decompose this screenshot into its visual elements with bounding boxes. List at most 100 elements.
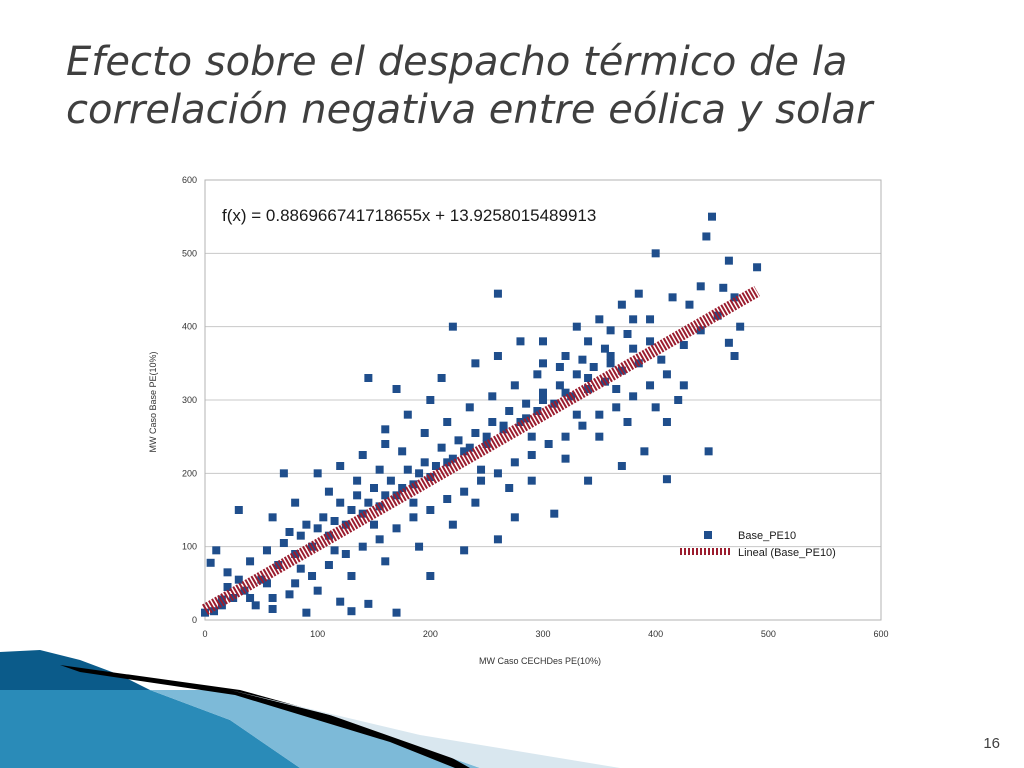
scatter-point [313, 524, 322, 533]
scatter-point [336, 498, 345, 507]
scatter-point [296, 564, 305, 573]
scatter-point [629, 315, 638, 324]
scatter-point [217, 601, 226, 610]
scatter-point [662, 418, 671, 426]
scatter-point [364, 498, 373, 507]
scatter-point [527, 451, 536, 459]
scatter-point [285, 528, 294, 536]
scatter-point [465, 403, 474, 412]
scatter-point [713, 311, 722, 320]
scatter-point [268, 594, 277, 602]
scatter-point [279, 469, 288, 478]
scatter-point [443, 418, 452, 426]
scatter-point [623, 330, 632, 338]
scatter-point [629, 392, 638, 401]
scatter-point [268, 513, 277, 522]
scatter-point [279, 539, 288, 547]
scatter-point [217, 595, 226, 604]
scatter-point [522, 414, 531, 423]
scatter-point [358, 509, 367, 518]
scatter-point [460, 546, 469, 555]
scatter-point [409, 498, 418, 507]
scatter-point [555, 381, 564, 390]
legend-label-base: Base_PE10 [738, 530, 796, 542]
scatter-point [612, 403, 621, 412]
scatter-point [330, 517, 339, 525]
scatter-point [539, 359, 547, 368]
scatter-point [736, 322, 745, 331]
scatter-point [488, 418, 497, 426]
scatter-point [617, 462, 626, 470]
scatter-point [358, 542, 367, 551]
scatter-point [398, 484, 407, 492]
scatter-point [527, 476, 536, 485]
scatter-point [685, 300, 694, 309]
scatter-point [719, 283, 728, 292]
scatter-point [443, 458, 452, 467]
y-tick-label: 300 [182, 395, 197, 405]
scatter-point [448, 322, 457, 331]
x-tick-label: 100 [310, 629, 325, 639]
scatter-point [358, 451, 367, 459]
y-tick-label: 400 [182, 322, 197, 332]
scatter-point [426, 506, 435, 514]
x-tick-label: 500 [761, 629, 776, 639]
scatter-point [505, 407, 514, 415]
x-axis-label: MW Caso CECHDes PE(10%) [479, 656, 601, 666]
scatter-point [584, 374, 593, 382]
scatter-point [223, 583, 232, 591]
scatter-point [262, 579, 271, 588]
scatter-point [201, 608, 209, 617]
scatter-point [392, 524, 401, 533]
scatter-point [572, 322, 581, 331]
scatter-point [510, 381, 519, 390]
scatter-point [668, 293, 677, 302]
y-tick-label: 600 [182, 175, 197, 185]
scatter-point [471, 498, 480, 507]
scatter-point [426, 473, 435, 481]
scatter-point [364, 599, 373, 608]
scatter-point [375, 535, 384, 544]
scatter-point [724, 338, 733, 347]
scatter-point [679, 341, 688, 349]
scatter-point [313, 469, 322, 478]
scatter-point [381, 557, 390, 566]
scatter-point [561, 388, 570, 397]
scatter-point [651, 249, 660, 258]
scatter-point [589, 363, 598, 371]
scatter-point [420, 458, 429, 467]
scatter-point [584, 476, 593, 485]
scatter-point [753, 263, 762, 272]
x-tick-label: 400 [648, 629, 663, 639]
scatter-point [398, 447, 407, 456]
scatter-point [353, 491, 362, 500]
scatter-point [539, 337, 547, 346]
scatter-point [617, 300, 626, 309]
scatter-point [353, 476, 362, 485]
scatter-point [381, 440, 390, 448]
scatter-point [415, 542, 424, 551]
scatter-point [291, 579, 300, 588]
scatter-point [561, 352, 570, 360]
scatter-point [708, 212, 716, 221]
decor-band-mid [0, 690, 300, 768]
scatter-point [409, 513, 418, 522]
legend-marker-base [704, 531, 712, 539]
trendline-equation: f(x) = 0.886966741718655x + 13.925801548… [222, 206, 596, 225]
scatter-point [696, 282, 705, 291]
scatter-point [651, 403, 660, 412]
scatter-point [646, 381, 655, 390]
scatter-point [595, 315, 604, 324]
scatter-point [674, 396, 683, 404]
scatter-point [550, 509, 559, 518]
scatter-point [657, 355, 666, 364]
scatter-point [516, 418, 525, 426]
scatter-point [555, 363, 564, 371]
y-tick-label: 500 [182, 248, 197, 258]
scatter-point [403, 465, 412, 474]
scatter-point [296, 531, 305, 540]
scatter-point [533, 407, 542, 415]
scatter-point [702, 232, 711, 241]
scatter-point [679, 381, 688, 390]
